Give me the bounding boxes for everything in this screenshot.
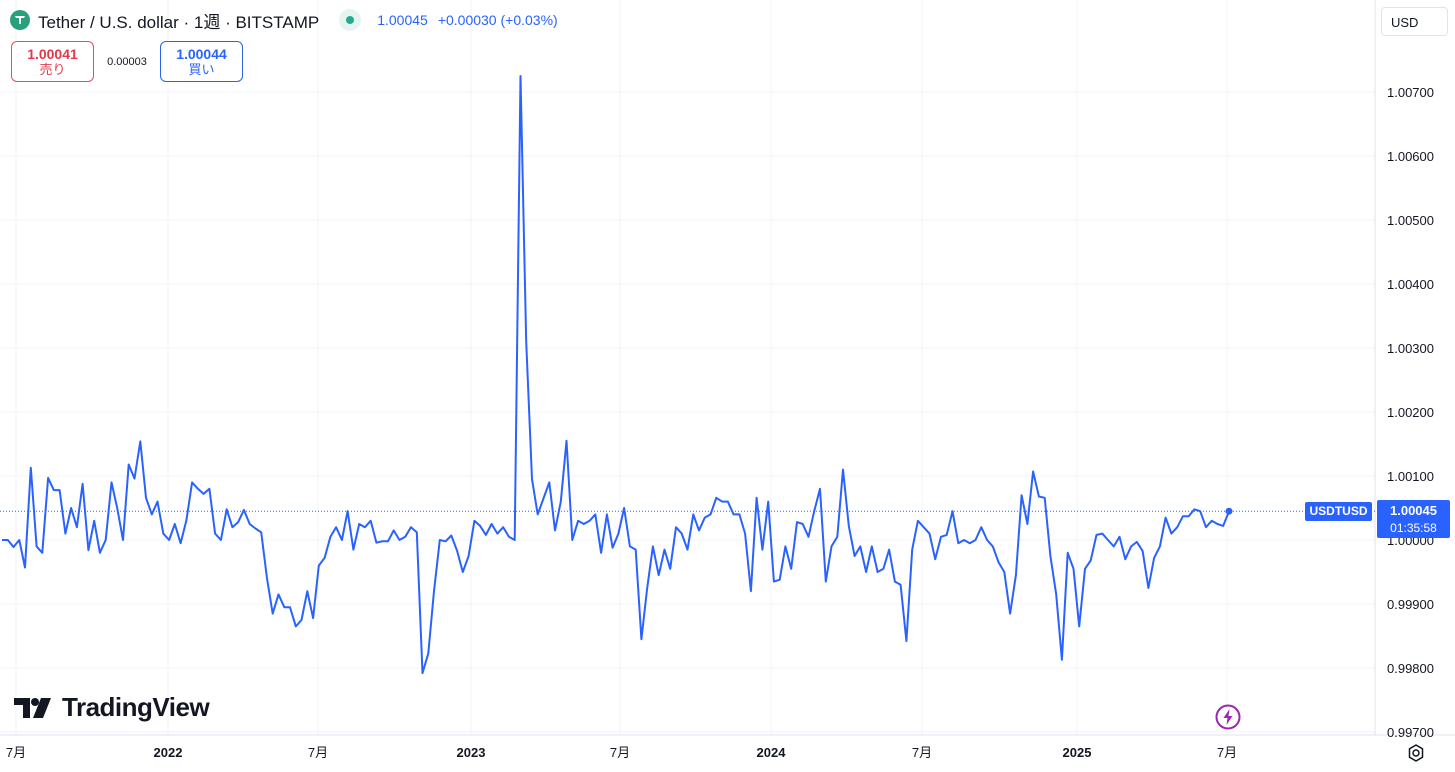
- brand-name: TradingView: [62, 692, 210, 722]
- last-price-value: 1.00045: [1390, 503, 1437, 518]
- buy-label: 買い: [188, 61, 215, 77]
- y-tick-label: 1.00500: [1387, 213, 1434, 228]
- last-price-tag: 1.00045 01:35:58: [1377, 500, 1450, 538]
- y-tick-label: 0.99700: [1387, 725, 1434, 740]
- chart-grid: [0, 0, 1375, 735]
- sell-button[interactable]: 1.00041 売り: [11, 41, 94, 82]
- price-axis[interactable]: 1.00700 1.00600 1.00500 1.00400 1.00300 1.002…: [1387, 85, 1434, 740]
- quote-panel: 1.00041 売り 0.00003 1.00044 買い: [11, 41, 243, 82]
- x-tick-label: 7月: [610, 745, 630, 760]
- y-tick-label: 0.99800: [1387, 661, 1434, 676]
- x-tick-label: 7月: [308, 745, 328, 760]
- x-tick-label: 7月: [912, 745, 932, 760]
- x-tick-label: 2025: [1063, 745, 1092, 760]
- x-tick-label: 2022: [154, 745, 183, 760]
- tradingview-logo[interactable]: TradingView: [14, 692, 210, 723]
- y-tick-label: 1.00600: [1387, 149, 1434, 164]
- tradingview-logo-icon: [14, 697, 51, 718]
- spread-value: 0.00003: [107, 55, 147, 68]
- sell-label: 売り: [39, 61, 66, 77]
- x-tick-label: 2024: [757, 745, 787, 760]
- lightning-icon[interactable]: [1215, 704, 1241, 730]
- y-tick-label: 1.00400: [1387, 277, 1434, 292]
- symbol-header: Tether / U.S. dollar · 1週 · BITSTAMP 1.0…: [10, 8, 558, 32]
- bar-countdown: 01:35:58: [1390, 521, 1437, 535]
- buy-price: 1.00044: [176, 45, 227, 62]
- x-tick-label: 2023: [457, 745, 486, 760]
- settings-gear-icon[interactable]: [1405, 742, 1427, 764]
- symbol-title[interactable]: Tether / U.S. dollar · 1週 · BITSTAMP: [38, 12, 320, 32]
- currency-select[interactable]: USD: [1381, 7, 1448, 36]
- x-tick-label: 7月: [6, 745, 26, 760]
- last-price-point: [1225, 507, 1233, 515]
- sell-price: 1.00041: [27, 45, 78, 62]
- market-open-dot-icon[interactable]: [339, 9, 362, 31]
- buy-button[interactable]: 1.00044 買い: [160, 41, 243, 82]
- y-tick-label: 0.99900: [1387, 597, 1434, 612]
- y-tick-label: 1.00300: [1387, 341, 1434, 356]
- y-tick-label: 1.00100: [1387, 469, 1434, 484]
- symbol-price-tag: USDTUSD: [1305, 502, 1372, 521]
- tether-icon: [10, 10, 30, 30]
- y-tick-label: 1.00200: [1387, 405, 1434, 420]
- time-axis[interactable]: 7月 2022 7月 2023 7月 2024 7月 2025 7月: [6, 745, 1237, 760]
- price-series-line: [2, 75, 1230, 675]
- y-tick-label: 1.00700: [1387, 85, 1434, 100]
- header-change: +0.00030 (+0.03%): [437, 12, 558, 28]
- header-price: 1.00045: [377, 12, 428, 28]
- x-tick-label: 7月: [1217, 745, 1237, 760]
